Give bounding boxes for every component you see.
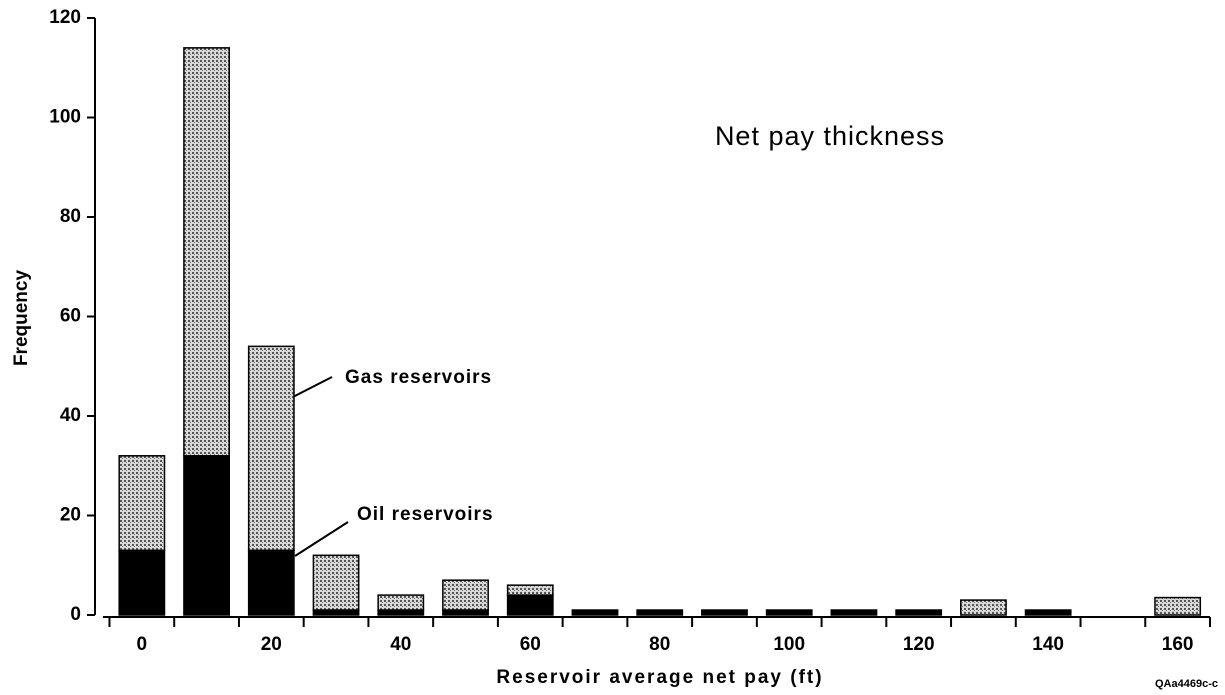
x-tick-label: 160 (1162, 634, 1194, 655)
figure-code: QAa4469c-c (1155, 678, 1218, 690)
gas-bar (442, 579, 489, 611)
gas-bar (118, 455, 166, 552)
y-tick-label: 120 (49, 7, 81, 28)
y-tick-label: 40 (60, 405, 81, 426)
oil-annotation: Oil reservoirs (357, 504, 494, 525)
y-tick-label: 80 (60, 206, 81, 227)
y-tick-label: 100 (49, 107, 81, 128)
x-tick-label: 120 (903, 634, 935, 655)
oil-bar (1024, 609, 1072, 616)
oil-bar (506, 594, 554, 616)
oil-bar (183, 455, 230, 616)
x-axis-label: Reservoir average net pay (ft) (496, 667, 823, 688)
y-axis-label: Frequency (11, 270, 32, 367)
y-tick-label: 60 (60, 306, 81, 327)
x-tick-label: 0 (137, 634, 148, 655)
leader-line (294, 521, 349, 557)
x-tick-label: 80 (649, 634, 670, 655)
gas-annotation: Gas reservoirs (345, 367, 492, 388)
oil-bar (830, 609, 878, 616)
gas-bar (960, 599, 1007, 616)
gas-bar (312, 554, 360, 611)
x-tick-label: 60 (520, 634, 541, 655)
oil-bar (895, 609, 943, 616)
oil-bar (118, 549, 166, 616)
x-tick-label: 20 (261, 634, 282, 655)
oil-bar (765, 609, 813, 616)
oil-bar (636, 609, 684, 616)
x-tick-label: 140 (1032, 634, 1064, 655)
chart-title: Net pay thickness (715, 121, 945, 151)
gas-bar (506, 584, 554, 596)
x-tick-label: 100 (773, 634, 805, 655)
gas-bar (247, 345, 295, 552)
oil-bar (247, 549, 295, 616)
y-tick-label: 20 (60, 505, 81, 526)
y-tick-label: 0 (70, 604, 81, 625)
oil-bar (571, 609, 619, 616)
gas-bar (183, 47, 230, 457)
oil-bar (701, 609, 748, 616)
gas-bar (1154, 596, 1202, 616)
x-tick-label: 40 (390, 634, 411, 655)
gas-bar (377, 594, 425, 611)
